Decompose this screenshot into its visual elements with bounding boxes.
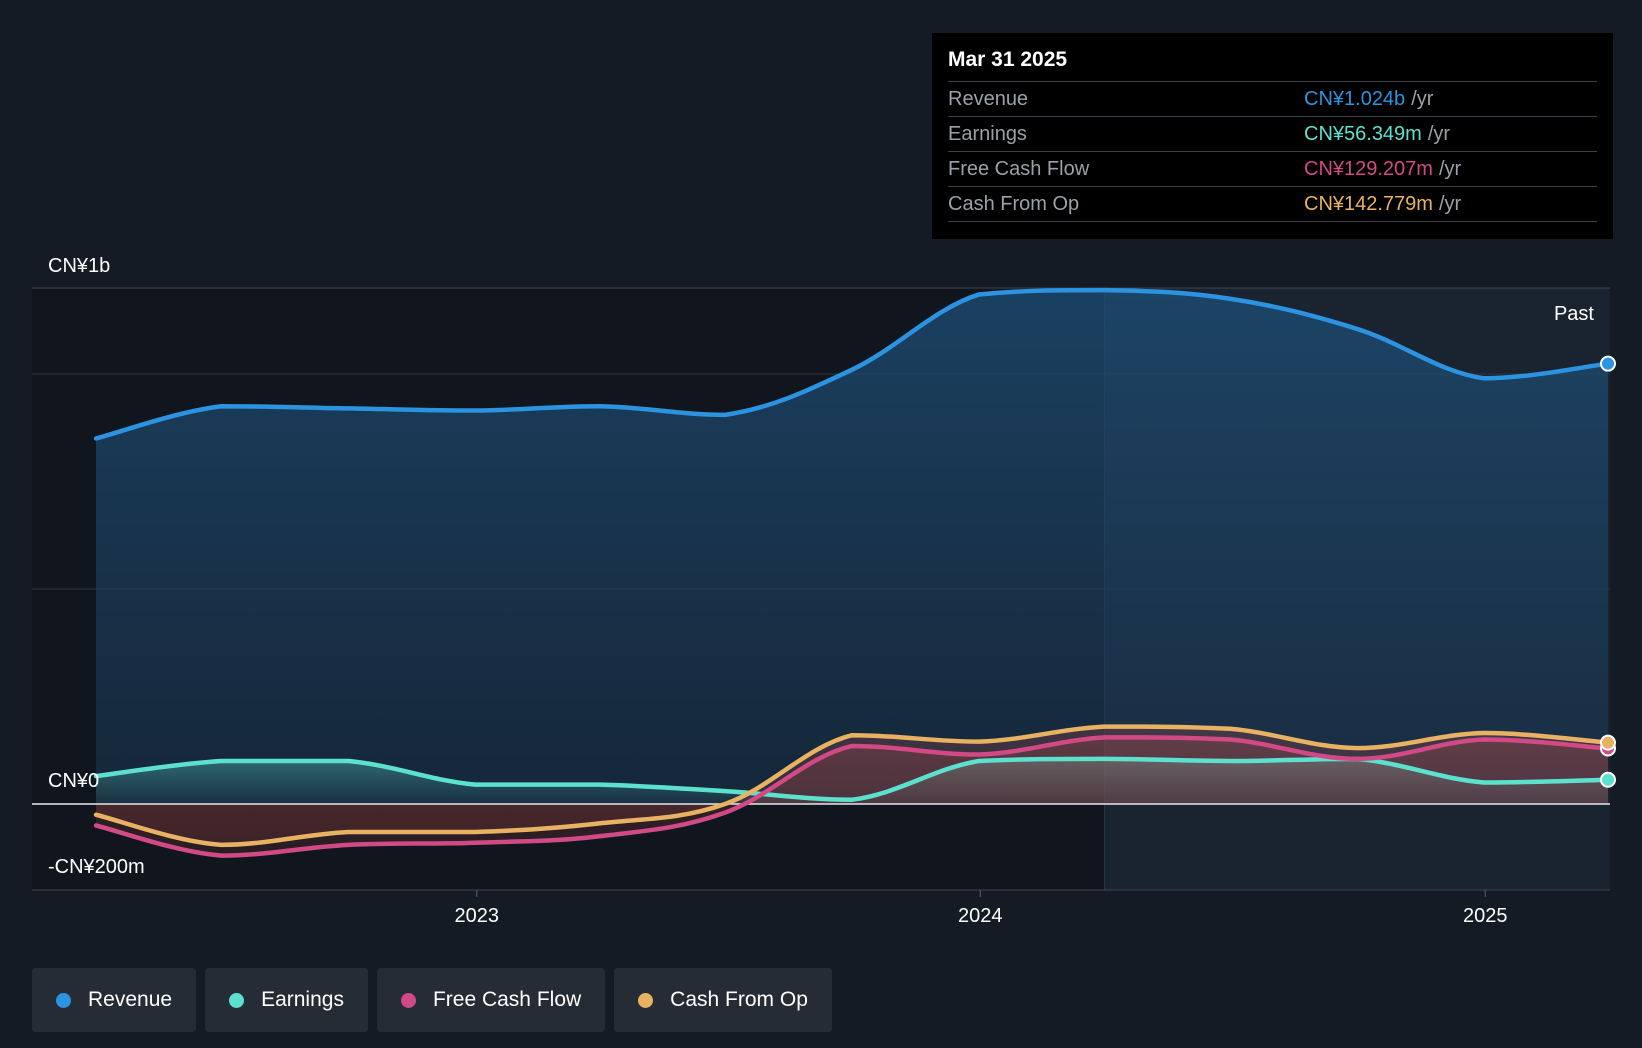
legend-item-earnings[interactable]: Earnings xyxy=(205,968,368,1032)
tooltip-row-revenue: Revenue CN¥1.024b /yr xyxy=(948,82,1597,117)
revenue-line xyxy=(93,287,1611,441)
legend-dot-icon xyxy=(638,992,654,1008)
tooltip-value: CN¥142.779m xyxy=(1304,193,1433,215)
tooltip-value: CN¥1.024b xyxy=(1304,88,1406,110)
revenue-end-point[interactable] xyxy=(1600,355,1616,372)
tooltip: Mar 31 2025 Revenue CN¥1.024b /yr Earnin… xyxy=(932,33,1613,239)
y-axis-label: -CN¥200m xyxy=(48,856,145,878)
tooltip-unit: /yr xyxy=(1438,193,1462,215)
legend-label: Free Cash Flow xyxy=(432,988,582,1011)
tooltip-label: Earnings xyxy=(948,123,1027,145)
tooltip-date: Mar 31 2025 xyxy=(948,47,1597,82)
tooltip-value: CN¥129.207m xyxy=(1304,158,1433,180)
tooltip-unit: /yr xyxy=(1438,158,1462,180)
x-tick-label: 2024 xyxy=(958,905,1003,927)
legend-item-free-cash-flow[interactable]: Free Cash Flow xyxy=(376,968,606,1032)
free-cash-flow-area xyxy=(96,737,1608,856)
legend-label: Cash From Op xyxy=(670,988,808,1011)
x-tick-label: 2023 xyxy=(455,905,500,927)
legend-dot-icon xyxy=(229,992,245,1008)
tooltip-label: Cash From Op xyxy=(948,193,1080,215)
cash-from-op-line xyxy=(93,724,1611,848)
cash-from-op-end-point[interactable] xyxy=(1600,734,1616,751)
tooltip-row-earnings: Earnings CN¥56.349m /yr xyxy=(948,117,1597,152)
x-tick-label: 2025 xyxy=(1463,905,1508,927)
free-cash-flow-line xyxy=(93,735,1611,858)
tooltip-label: Revenue xyxy=(948,88,1029,110)
y-axis-label: CN¥1b xyxy=(48,255,110,277)
tooltip-label: Free Cash Flow xyxy=(948,158,1090,180)
tooltip-unit: /yr xyxy=(1427,123,1451,145)
tooltip-row-cash-from-op: Cash From Op CN¥142.779m /yr xyxy=(948,187,1597,222)
legend-dot-icon xyxy=(400,992,416,1008)
chart-legend: Revenue Earnings Free Cash Flow Cash Fro… xyxy=(32,968,832,1032)
legend-item-cash-from-op[interactable]: Cash From Op xyxy=(614,968,832,1032)
legend-label: Revenue xyxy=(88,988,173,1011)
earnings-end-point[interactable] xyxy=(1600,771,1616,788)
legend-label: Earnings xyxy=(261,988,344,1011)
past-label: Past xyxy=(1554,303,1594,325)
tooltip-value: CN¥56.349m xyxy=(1304,123,1422,145)
legend-dot-icon xyxy=(56,992,71,1008)
y-axis-label: CN¥0 xyxy=(48,770,99,792)
revenue-area xyxy=(96,290,1608,804)
tooltip-unit: /yr xyxy=(1411,88,1434,110)
tooltip-row-free-cash-flow: Free Cash Flow CN¥129.207m /yr xyxy=(948,152,1597,187)
legend-item-revenue[interactable]: Revenue xyxy=(32,968,197,1032)
